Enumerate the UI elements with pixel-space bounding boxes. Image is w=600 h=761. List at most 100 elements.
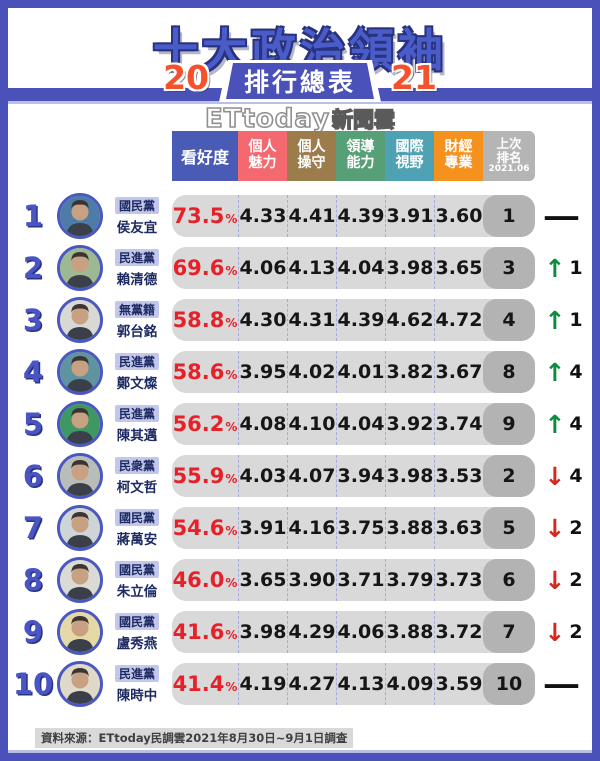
score-leadership: 4.39: [336, 195, 385, 237]
rank-change: —: [535, 658, 592, 710]
score-charisma: 4.06: [238, 247, 287, 289]
favorability-cell: 58.6 %: [172, 351, 238, 393]
subtitle-banner: 排行總表: [219, 60, 381, 102]
score-integrity: 4.07: [287, 455, 336, 497]
score-charisma: 4.08: [238, 403, 287, 445]
rank-change-arrow-icon: ↑: [544, 409, 566, 439]
rank-number: 2: [22, 251, 44, 285]
percent-sign: %: [225, 316, 238, 330]
score-leadership: 3.75: [336, 507, 385, 549]
person-photo-icon: [60, 248, 100, 288]
table-body: 1 國民黨 侯友宜 73.5 % 4.33 4.41 4.39 3.91 3.6…: [8, 190, 592, 710]
percent-sign: %: [225, 472, 238, 486]
score-finance: 3.59: [434, 663, 483, 705]
score-leadership: 4.39: [336, 299, 385, 341]
rank-change-value: 4: [569, 465, 583, 487]
ettoday-logo: ETtoday新聞雲: [8, 103, 592, 135]
favorability-cell: 41.6 %: [172, 611, 238, 653]
score-integrity: 4.16: [287, 507, 336, 549]
score-bar: 58.8 % 4.30 4.31 4.39 4.62 4.72 4: [172, 299, 535, 341]
score-international: 3.98: [385, 247, 434, 289]
rank-change: ↑ 4: [535, 346, 592, 398]
table-header: 看好度 個人 魅力 個人 操守 領導 能力 國際 視野 財經 專業 上次 排名 …: [172, 131, 535, 181]
person-id: 國民黨 盧秀燕: [104, 606, 170, 658]
person-name: 侯友宜: [116, 219, 158, 236]
last-rank-cell: 7: [483, 611, 535, 653]
subtitle-banner-text: 排行總表: [226, 63, 374, 99]
score-international: 4.62: [385, 299, 434, 341]
person-name: 盧秀燕: [116, 635, 158, 652]
score-finance: 3.72: [434, 611, 483, 653]
rank-change: ↓ 4: [535, 450, 592, 502]
avatar: [57, 557, 103, 603]
favorability-value: 73.5: [172, 204, 225, 228]
percent-sign: %: [225, 628, 238, 642]
rank-change-arrow-icon: ↑: [544, 253, 566, 283]
person-id: 民進黨 陳時中: [104, 658, 170, 710]
score-leadership: 4.06: [336, 611, 385, 653]
person-name: 賴清德: [116, 271, 158, 288]
avatar: [57, 609, 103, 655]
person-photo-icon: [60, 664, 100, 704]
score-charisma: 4.03: [238, 455, 287, 497]
score-international: 3.79: [385, 559, 434, 601]
person-name: 郭台銘: [116, 323, 158, 340]
favorability-cell: 46.0 %: [172, 559, 238, 601]
person-name: 朱立倫: [116, 583, 158, 600]
last-rank-cell: 1: [483, 195, 535, 237]
avatar: [57, 505, 103, 551]
score-finance: 4.72: [434, 299, 483, 341]
rank-change: ↑ 1: [535, 242, 592, 294]
table-row: 6 民衆黨 柯文哲 55.9 % 4.03 4.07 3.94 3.98 3.5…: [8, 450, 592, 502]
favorability-value: 58.8: [172, 308, 225, 332]
person-id: 國民黨 侯友宜: [104, 190, 170, 242]
favorability-cell: 56.2 %: [172, 403, 238, 445]
percent-sign: %: [225, 680, 238, 694]
score-bar: 41.6 % 3.98 4.29 4.06 3.88 3.72 7: [172, 611, 535, 653]
score-integrity: 4.31: [287, 299, 336, 341]
person-id: 民衆黨 柯文哲: [104, 450, 170, 502]
score-international: 3.91: [385, 195, 434, 237]
score-bar: 58.6 % 3.95 4.02 4.01 3.82 3.67 8: [172, 351, 535, 393]
avatar: [57, 453, 103, 499]
column-header-score: 國際 視野: [385, 131, 434, 181]
party-label: 民衆黨: [114, 456, 159, 474]
year-left: 20: [163, 58, 209, 97]
column-header-score: 個人 魅力: [238, 131, 287, 181]
score-finance: 3.60: [434, 195, 483, 237]
last-rank-cell: 4: [483, 299, 535, 341]
party-label: 民進黨: [114, 404, 159, 422]
ettoday-logo-cjk: 新聞雲: [331, 107, 396, 133]
score-integrity: 3.90: [287, 559, 336, 601]
person-name: 蔣萬安: [116, 531, 158, 548]
person-name: 陳其邁: [116, 427, 158, 444]
person-id: 民進黨 陳其邁: [104, 398, 170, 450]
table-row: 5 民進黨 陳其邁 56.2 % 4.08 4.10 4.04 3.92 3.7…: [8, 398, 592, 450]
avatar: [57, 193, 103, 239]
rank-change: ↑ 4: [535, 398, 592, 450]
rank-change-value: 2: [569, 621, 583, 643]
person-photo-icon: [60, 300, 100, 340]
percent-sign: %: [225, 524, 238, 538]
last-rank-cell: 3: [483, 247, 535, 289]
avatar: [57, 349, 103, 395]
rank-change-value: 4: [569, 361, 583, 383]
year-right: 21: [391, 58, 437, 97]
rank-change-arrow-icon: ↓: [544, 461, 566, 491]
score-international: 3.92: [385, 403, 434, 445]
person-id: 國民黨 蔣萬安: [104, 502, 170, 554]
rank-number: 5: [22, 407, 44, 441]
score-leadership: 4.01: [336, 351, 385, 393]
percent-sign: %: [225, 368, 238, 382]
rank-change: ↓ 2: [535, 606, 592, 658]
table-row: 7 國民黨 蔣萬安 54.6 % 3.91 4.16 3.75 3.88 3.6…: [8, 502, 592, 554]
rank-number: 3: [22, 303, 44, 337]
favorability-cell: 58.8 %: [172, 299, 238, 341]
person-photo-icon: [60, 456, 100, 496]
rank-change-arrow-icon: ↑: [544, 357, 566, 387]
score-finance: 3.53: [434, 455, 483, 497]
table-row: 4 民進黨 鄭文燦 58.6 % 3.95 4.02 4.01 3.82 3.6…: [8, 346, 592, 398]
avatar: [57, 401, 103, 447]
favorability-cell: 69.6 %: [172, 247, 238, 289]
score-bar: 55.9 % 4.03 4.07 3.94 3.98 3.53 2: [172, 455, 535, 497]
